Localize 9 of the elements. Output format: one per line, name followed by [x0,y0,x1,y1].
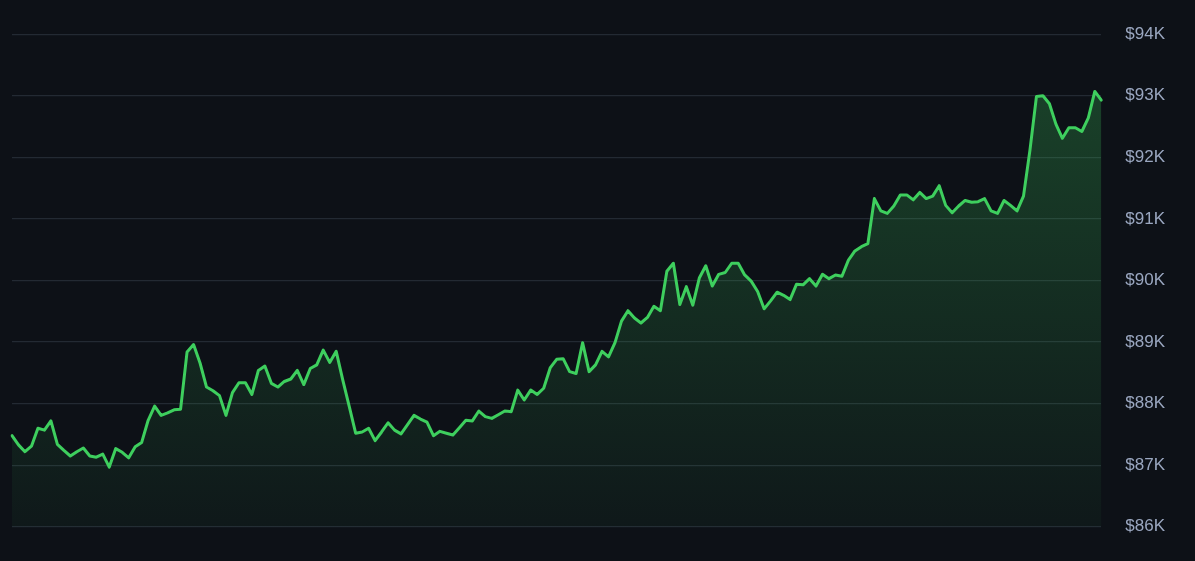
y-tick-label: $86K [1125,516,1166,536]
y-tick-label: $94K [1125,23,1166,43]
y-tick-label: $90K [1125,270,1166,290]
y-tick-label: $91K [1125,208,1166,228]
y-tick-label: $92K [1125,147,1166,167]
y-tick-label: $93K [1125,85,1166,105]
y-tick-label: $87K [1125,454,1166,474]
y-tick-label: $88K [1125,393,1166,413]
y-tick-label: $89K [1125,331,1166,351]
